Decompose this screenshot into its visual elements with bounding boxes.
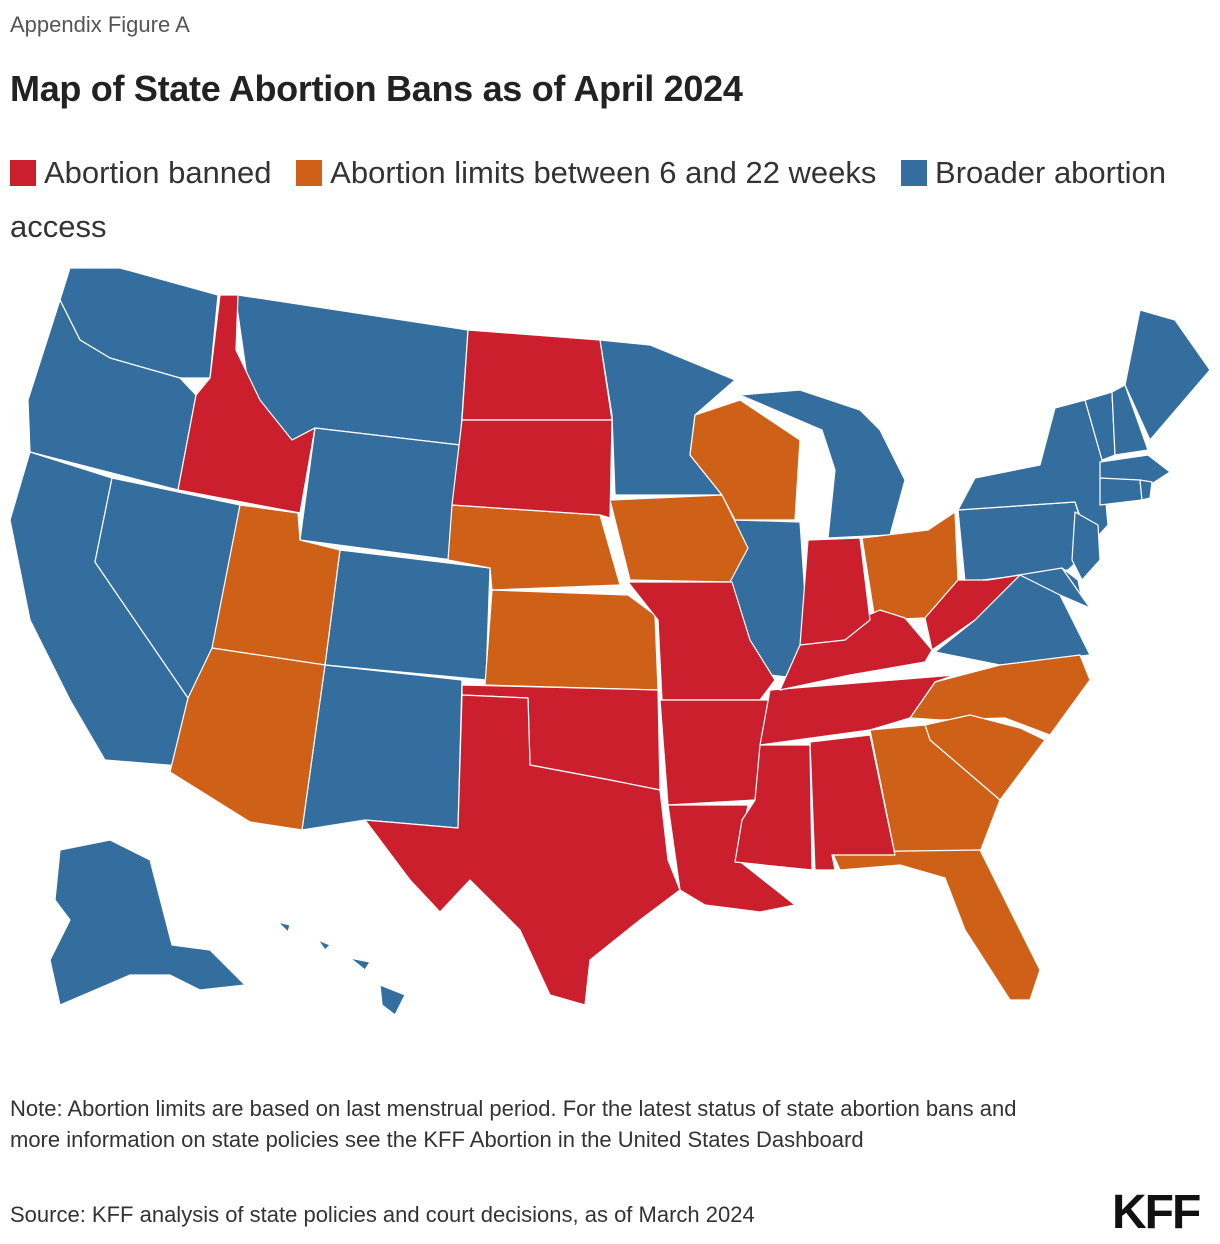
state-TN[interactable] [759, 674, 956, 746]
state-MA[interactable] [1099, 454, 1171, 486]
state-ND[interactable] [461, 329, 613, 421]
legend-swatch-access [901, 160, 928, 186]
kff-logo: KFF [1112, 1186, 1201, 1239]
figure-eyebrow: Appendix Figure A [10, 12, 190, 37]
state-CT[interactable] [1099, 477, 1143, 506]
state-MI[interactable] [739, 389, 906, 539]
state-IA[interactable] [609, 494, 749, 583]
legend-swatch-banned [10, 160, 36, 186]
legend-item-access: Broader abortion access [10, 155, 1166, 244]
state-MO[interactable] [627, 581, 776, 701]
state-ID[interactable] [177, 294, 316, 514]
state-CO[interactable] [324, 549, 491, 681]
state-AR[interactable] [659, 699, 771, 806]
state-PA[interactable] [957, 501, 1091, 583]
state-SD[interactable] [451, 419, 613, 519]
state-TX[interactable] [364, 694, 681, 1006]
legend-swatch-limits [296, 160, 323, 186]
legend-item-limits: Abortion limits between 6 and 22 weeks [296, 155, 876, 190]
state-RI[interactable] [1139, 479, 1153, 501]
legend-label-banned: Abortion banned [44, 155, 272, 190]
state-IN[interactable] [799, 537, 871, 646]
state-AK[interactable] [49, 839, 246, 1006]
legend-item-banned: Abortion banned [10, 155, 272, 190]
state-NM[interactable] [301, 664, 463, 831]
legend: Abortion banned Abortion limits between … [10, 146, 1190, 254]
legend-label-limits: Abortion limits between 6 and 22 weeks [330, 155, 877, 190]
footer-note: Note: Abortion limits are based on last … [10, 1096, 1017, 1152]
state-AZ[interactable] [169, 647, 326, 831]
footer-source: Source: KFF analysis of state policies a… [10, 1202, 755, 1227]
state-FL[interactable] [831, 849, 1041, 1001]
state-HI[interactable] [277, 921, 406, 1016]
state-AL[interactable] [809, 734, 896, 871]
state-KY[interactable] [779, 609, 933, 691]
state-WI[interactable] [689, 399, 801, 521]
state-WV[interactable] [924, 574, 1021, 651]
page-title: Map of State Abortion Bans as of April 2… [10, 68, 743, 109]
state-NH[interactable] [1111, 384, 1149, 456]
legend-label-access: Broader abortion access [10, 155, 1166, 244]
state-ME[interactable] [1124, 309, 1211, 441]
state-NC[interactable] [909, 654, 1091, 736]
state-KS[interactable] [484, 589, 659, 691]
state-WY[interactable] [299, 427, 461, 561]
us-state-map [9, 267, 1211, 1016]
state-NJ[interactable] [1071, 511, 1101, 581]
